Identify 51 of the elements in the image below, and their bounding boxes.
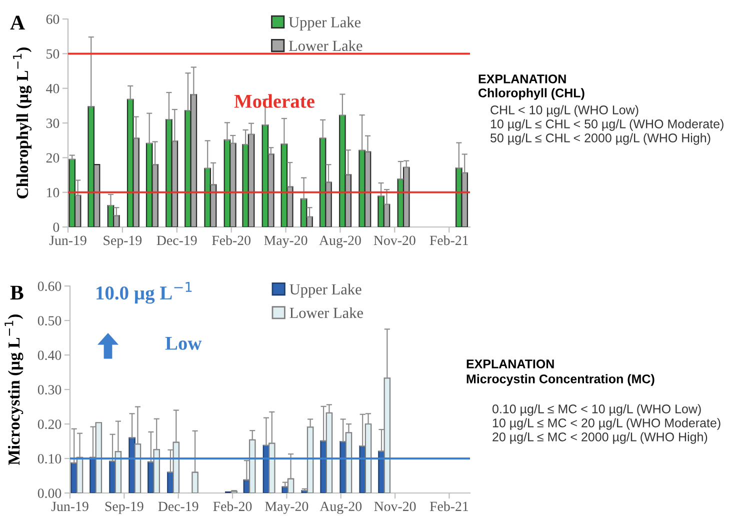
- y-tick-label: 0.30: [38, 385, 62, 395]
- x-tick-label: Feb-20: [213, 501, 252, 512]
- x-tick-label: Feb-20: [212, 235, 250, 246]
- y-tick-label: 0.00: [38, 488, 62, 498]
- y-tick-label: 50: [46, 49, 60, 59]
- x-tick-label: Dec-19: [156, 236, 197, 246]
- annotation: Microcystin Concentration (MC): [466, 374, 654, 386]
- y-tick-label: 20: [46, 153, 60, 163]
- chart-title: B: [10, 286, 24, 300]
- x-tick-label: May-20: [264, 236, 308, 248]
- y-tick-label: 30: [46, 118, 60, 128]
- legend-label: Lower Lake: [288, 40, 362, 51]
- annotation: EXPLANATION: [466, 360, 554, 368]
- y-tick-label: 60: [46, 14, 60, 24]
- x-tick-label: Nov-20: [374, 236, 416, 246]
- y-tick-label: 0.40: [38, 350, 62, 360]
- text: Chlorophyll (CHL): [478, 88, 584, 100]
- text: 10 µg/L ≤ CHL < 50 µg/L (WHO Moderate): [490, 119, 724, 131]
- chart-title: A: [10, 16, 25, 30]
- x-tick-label: Nov-20: [374, 502, 416, 512]
- x-tick-label: Jun-19: [49, 236, 86, 246]
- text: 0.10 µg/L ≤ MC < 10 µg/L (WHO Low): [492, 404, 701, 416]
- y-axis-title: Microcystin (µg L$^{−1}$): [4, 314, 24, 465]
- x-tick-label: Dec-19: [158, 502, 198, 512]
- x-tick-label: May-20: [265, 502, 308, 514]
- legend-label: Upper Lake: [290, 284, 362, 298]
- y-axis-title: Chlorophyll (µg L$^{−1}$): [13, 48, 32, 198]
- text: 50 µg/L ≤ CHL < 2000 µg/L (WHO High): [490, 133, 710, 145]
- text: 10 µg/L ≤ MC < 20 µg/L (WHO Moderate): [492, 418, 720, 430]
- y-tick-label: 40: [46, 84, 60, 94]
- annotation: Low: [165, 336, 202, 350]
- x-tick-label: Feb-21: [430, 501, 468, 512]
- x-tick-label: Sep-19: [105, 502, 144, 514]
- y-tick-label: 0.50: [38, 316, 62, 326]
- y-tick-label: 10: [47, 188, 60, 198]
- x-tick-label: Aug-20: [320, 502, 362, 514]
- y-tick-label: 0: [53, 222, 60, 232]
- legend-label: Lower Lake: [290, 307, 363, 318]
- y-tick-label: 0.60: [38, 282, 62, 292]
- text: CHL < 10 µg/L (WHO Low): [490, 105, 638, 117]
- x-tick-label: Aug-20: [319, 236, 361, 248]
- y-tick-label: 0.20: [38, 420, 62, 430]
- x-tick-label: Sep-19: [104, 236, 142, 248]
- text: EXPLANATION: [478, 74, 566, 84]
- annotation: Moderate: [234, 94, 314, 108]
- legend-label: Upper Lake: [288, 16, 361, 31]
- x-tick-label: Feb-21: [430, 235, 468, 246]
- text: 20 µg/L ≤ MC < 2000 µg/L (WHO High): [492, 432, 708, 444]
- y-tick-label: 0.10: [38, 454, 62, 464]
- x-tick-label: Jun-19: [51, 502, 88, 512]
- annotation: 10.0 µg L$^{−1}$: [96, 282, 192, 304]
